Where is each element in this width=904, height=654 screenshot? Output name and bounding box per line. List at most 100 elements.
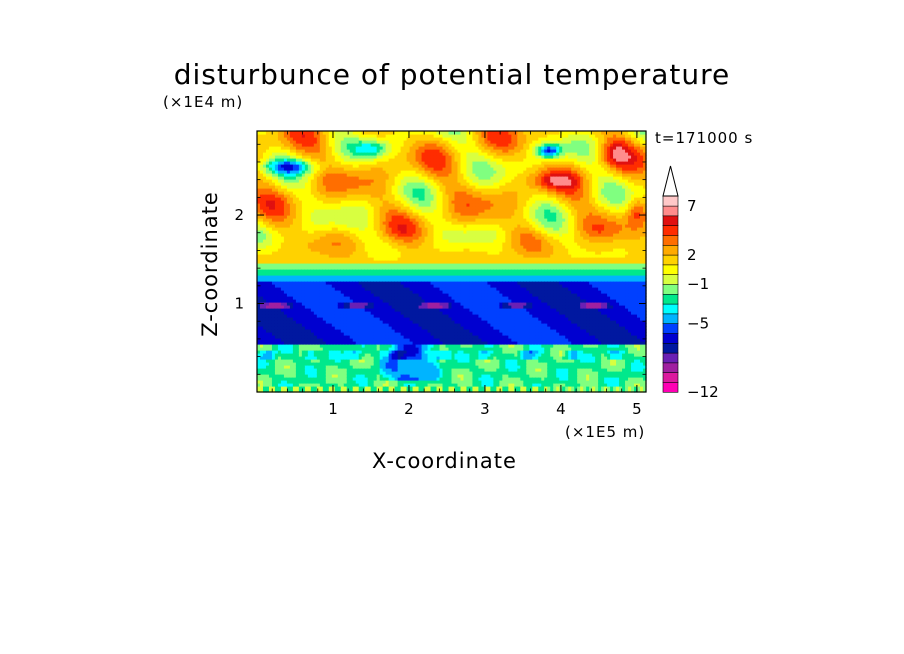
field-cell [265,272,270,276]
field-cell [415,332,420,336]
field-cell [298,377,303,381]
field-cell [409,215,414,219]
field-cell [340,365,345,369]
field-cell [355,287,360,291]
field-cell [418,224,423,228]
field-cell [340,266,345,270]
field-cell [328,308,333,312]
field-cell [364,329,369,333]
field-cell [334,239,339,243]
field-cell [289,377,294,381]
field-cell [364,146,369,150]
field-cell [400,293,405,297]
field-cell [409,329,414,333]
field-cell [361,275,366,279]
field-cell [259,251,264,255]
field-cell [331,329,336,333]
field-cell [337,161,342,165]
field-cell [379,242,384,246]
field-cell [274,335,279,339]
field-cell [331,251,336,255]
field-cell [268,257,273,261]
field-cell [391,290,396,294]
field-cell [397,134,402,138]
field-cell [391,227,396,231]
field-cell [406,257,411,261]
field-cell [364,221,369,225]
field-cell [361,218,366,222]
field-cell [406,308,411,312]
field-cell [367,326,372,330]
field-cell [262,287,267,291]
field-cell [343,173,348,177]
field-cell [265,176,270,180]
field-cell [310,188,315,192]
field-cell [328,374,333,378]
field-cell [418,266,423,270]
field-cell [400,371,405,375]
field-cell [409,275,414,279]
field-cell [388,353,393,357]
field-cell [259,176,264,180]
field-cell [379,218,384,222]
field-cell [340,317,345,321]
field-cell [379,185,384,189]
field-cell [286,212,291,216]
field-cell [304,257,309,261]
field-cell [370,167,375,171]
field-cell [325,260,330,264]
field-cell [307,260,312,264]
field-cell [415,272,420,276]
field-cell [409,308,414,312]
field-cell [316,227,321,231]
field-cell [367,170,372,174]
field-cell [421,383,426,387]
field-cell [349,245,354,249]
field-cell [340,383,345,387]
field-cell [382,161,387,165]
field-cell [322,302,327,306]
field-cell [343,350,348,354]
field-cell [382,341,387,345]
field-cell [415,362,420,366]
field-cell [280,251,285,255]
field-cell [367,296,372,300]
field-cell [397,266,402,270]
field-cell [304,203,309,207]
field-cell [424,347,429,351]
field-cell [361,323,366,327]
field-cell [274,227,279,231]
field-cell [346,329,351,333]
field-cell [391,242,396,246]
field-cell [295,191,300,195]
field-cell [409,302,414,306]
field-cell [421,251,426,255]
field-cell [403,365,408,369]
field-cell [352,335,357,339]
field-cell [259,137,264,141]
field-cell [382,182,387,186]
field-cell [367,185,372,189]
field-cell [319,197,324,201]
field-cell [397,203,402,207]
field-cell [394,155,399,159]
field-cell [257,167,261,171]
field-cell [257,230,261,234]
field-cell [391,206,396,210]
field-cell [388,239,393,243]
field-cell [388,167,393,171]
field-cell [283,362,288,366]
field-cell [259,350,264,354]
field-cell [322,203,327,207]
field-cell [409,140,414,144]
field-cell [331,260,336,264]
field-cell [394,329,399,333]
field-cell [400,374,405,378]
field-cell [409,347,414,351]
field-cell [394,353,399,357]
field-cell [424,380,429,384]
field-cell [283,179,288,183]
field-cell [388,200,393,204]
field-cell [268,167,273,171]
field-cell [352,368,357,372]
